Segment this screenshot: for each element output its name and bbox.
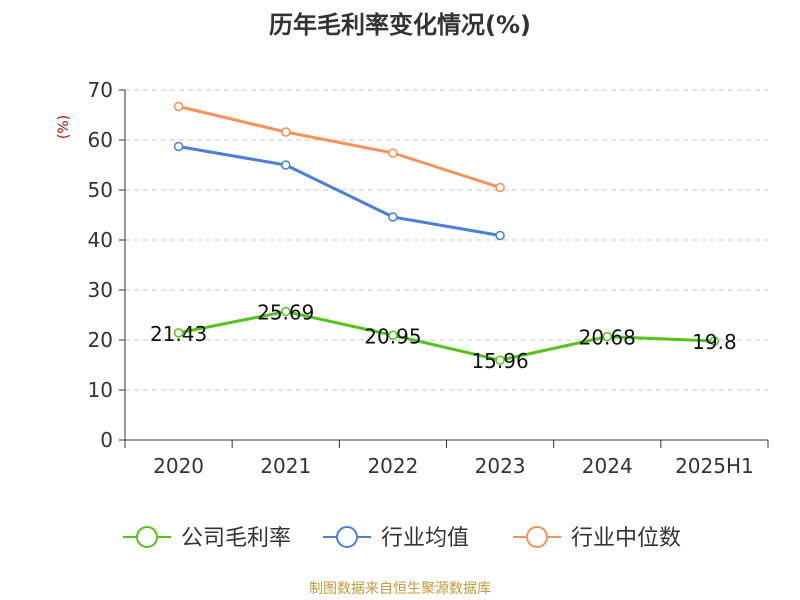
source-note: 制图数据来自恒生聚源数据库 (309, 581, 491, 597)
series-3 (173, 101, 505, 193)
x-tick-label: 2024 (582, 454, 633, 478)
legend-label: 行业中位数 (571, 526, 681, 551)
data-label: 21.43 (150, 322, 207, 346)
y-tick-label: 40 (88, 228, 113, 252)
data-point[interactable] (173, 101, 184, 112)
legend-item[interactable]: 行业中位数 (513, 526, 681, 551)
series-line (178, 145, 501, 237)
legend[interactable]: 公司毛利率 行业均值 行业中位数 (123, 526, 681, 551)
y-tick-label: 60 (88, 128, 113, 152)
data-point[interactable] (602, 331, 612, 342)
y-tick-label: 10 (88, 378, 113, 402)
x-tick-label: 2020 (153, 454, 204, 478)
y-tick-label: 30 (88, 278, 113, 302)
axes: 0 10 20 30 40 50 60 70 2020 2021 2022 2023 2024 2025H… (88, 78, 769, 478)
data-point[interactable] (495, 182, 505, 193)
data-label: 20.68 (579, 326, 636, 350)
series-line (178, 105, 501, 189)
grid-lines (125, 89, 768, 391)
legend-marker (136, 526, 158, 548)
x-tick-label: 2025H1 (675, 454, 754, 478)
y-tick-label: 20 (88, 328, 113, 352)
data-label: 19.8 (692, 330, 737, 354)
data-point[interactable] (388, 330, 398, 340)
y-tick-label: 0 (100, 428, 113, 452)
legend-label: 行业均值 (381, 526, 469, 551)
x-tick-label: 2021 (260, 454, 311, 478)
data-point[interactable] (173, 328, 184, 338)
data-label: 15.96 (471, 349, 528, 373)
data-point[interactable] (495, 355, 505, 365)
data-point[interactable] (388, 212, 398, 222)
chart-title: 历年毛利率变化情况(%) (269, 11, 531, 39)
x-tick-label: 2022 (367, 454, 418, 478)
data-point[interactable] (173, 141, 184, 152)
legend-item[interactable]: 行业均值 (323, 526, 469, 551)
legend-label: 公司毛利率 (181, 526, 291, 551)
series-1: 21.43 25.69 20.95 15.96 20.68 19.8 (150, 301, 737, 374)
series-2 (173, 141, 505, 241)
y-tick-label: 70 (88, 78, 113, 102)
data-point[interactable] (281, 127, 291, 137)
data-label: 20.95 (364, 324, 421, 348)
data-label: 25.69 (257, 301, 314, 325)
legend-marker (336, 526, 358, 548)
y-axis-label: (%) (56, 115, 72, 139)
data-point[interactable] (495, 230, 505, 241)
legend-marker (526, 526, 548, 548)
series-layer: 21.43 25.69 20.95 15.96 20.68 19.8 (150, 101, 737, 374)
x-tick-label: 2023 (475, 454, 526, 478)
data-point[interactable] (709, 336, 720, 346)
data-point[interactable] (388, 148, 398, 158)
data-point[interactable] (281, 306, 291, 317)
series-line (178, 310, 715, 362)
legend-item[interactable]: 公司毛利率 (123, 526, 291, 551)
y-tick-label: 50 (88, 178, 113, 202)
data-point[interactable] (281, 160, 291, 170)
